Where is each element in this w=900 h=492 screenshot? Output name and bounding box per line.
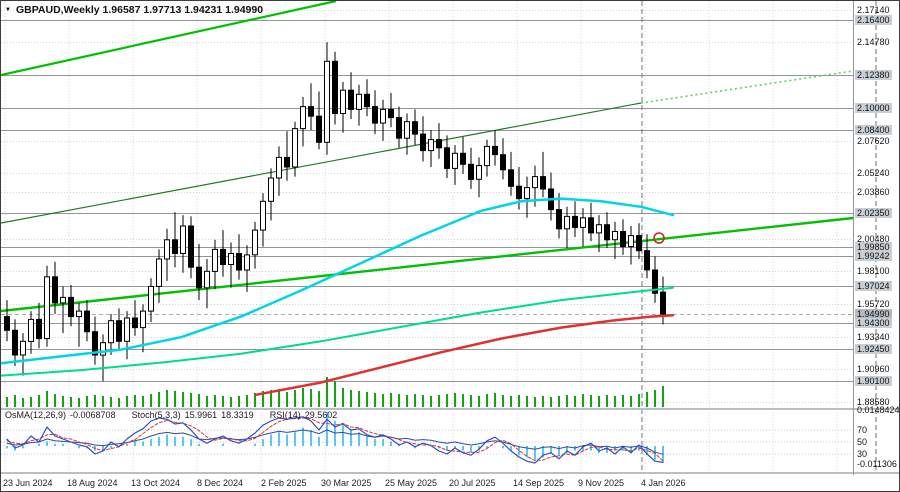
symbol-ohlc-readout: GBPAUD,Weekly 1.96587 1.97713 1.94231 1.… xyxy=(15,4,264,16)
chart-marker-icon: ▼ xyxy=(5,7,11,13)
time-axis-label: 25 May 2025 xyxy=(385,478,438,488)
volume-layer xyxy=(6,377,664,407)
stoch-signal-line xyxy=(6,417,664,462)
time-axis-label: 8 Dec 2024 xyxy=(197,478,244,488)
stoch-main-value: 15.9961 xyxy=(184,410,218,420)
stoch-signal-value: 18.3319 xyxy=(221,410,254,420)
price-axis-label: 2.03860 xyxy=(857,187,890,197)
time-axis[interactable]: 23 Jun 2024 18 Aug 2024 13 Oct 2024 8 Dec 2… xyxy=(1,478,853,491)
price-axis-label: 2.10000 xyxy=(855,103,892,113)
osma-value: -0.0068708 xyxy=(70,410,116,420)
price-axis-label: 2.07620 xyxy=(857,136,890,146)
price-axis-label: 1.99850 xyxy=(855,242,892,252)
time-axis-label: 13 Oct 2024 xyxy=(131,478,181,488)
indicator-scale-min-label: -0.011306 xyxy=(857,459,897,469)
panel-separator xyxy=(1,408,899,410)
current-price-label: 1.94990 xyxy=(855,309,892,319)
rsi-line xyxy=(6,429,664,455)
axis-separator xyxy=(1,472,899,474)
price-axis-label: 2.05240 xyxy=(857,168,890,178)
price-axis[interactable]: 0.0148424 70 50 30 -0.011306 2.17140 2.16… xyxy=(855,1,900,491)
ma-green xyxy=(1,286,674,377)
indicator-level-50-label: 50 xyxy=(857,437,868,447)
time-axis-label: 18 Aug 2024 xyxy=(67,478,118,488)
time-axis-label: 9 Nov 2025 xyxy=(578,478,625,488)
time-axis-label: 20 Jul 2025 xyxy=(449,478,496,488)
chart-title: ▼ GBPAUD,Weekly 1.96587 1.97713 1.94231 … xyxy=(5,4,263,16)
price-axis-label: 2.14780 xyxy=(857,37,890,47)
time-axis-label: 30 Mar 2025 xyxy=(321,478,372,488)
ma-cyan xyxy=(1,197,675,365)
stoch-label: Stoch(5,3,3) xyxy=(131,410,181,420)
price-axis-label: 1.97024 xyxy=(855,281,892,291)
price-axis-label: 2.02350 xyxy=(855,208,892,218)
indicator-level-70-label: 70 xyxy=(857,425,868,435)
indicator-labels: OsMA(12,26,9) -0.0068708 Stoch(5,3,3) 15… xyxy=(5,410,337,420)
rsi-label: RSI(14) xyxy=(269,410,301,420)
price-axis-label: 2.17140 xyxy=(857,5,890,15)
price-axis-label: 1.99242 xyxy=(855,251,892,261)
price-axis-label: 1.90960 xyxy=(857,364,890,374)
time-axis-label: 2 Feb 2025 xyxy=(261,478,307,488)
ma-red xyxy=(254,313,675,397)
rsi-value: 29.5602 xyxy=(304,410,338,420)
time-axis-label: 4 Jan 2026 xyxy=(641,478,686,488)
time-axis-label: 14 Sep 2025 xyxy=(513,478,565,488)
price-axis-label: 1.98100 xyxy=(857,266,890,276)
indicator-level-30-label: 30 xyxy=(857,449,868,459)
price-axis-label: 1.92450 xyxy=(855,344,892,354)
price-axis-label: 1.88580 xyxy=(857,397,890,407)
price-axis-label: 1.90100 xyxy=(855,376,892,386)
price-axis-label: 2.00480 xyxy=(857,234,890,244)
price-axis-label: 2.12380 xyxy=(855,70,892,80)
signal-marker-icon xyxy=(653,232,665,244)
candles-layer xyxy=(4,42,666,382)
stoch-main-line xyxy=(6,416,664,464)
price-axis-label: 1.93340 xyxy=(857,332,890,342)
indicator-scale-max-label: 0.0148424 xyxy=(857,405,900,415)
price-axis-label: 2.16400 xyxy=(855,15,892,25)
price-axis-label: 1.95720 xyxy=(857,299,890,309)
trendlines-layer xyxy=(1,1,854,313)
time-axis-label: 23 Jun 2024 xyxy=(3,478,53,488)
price-axis-label: 2.08400 xyxy=(855,125,892,135)
price-axis-label: 1.94300 xyxy=(855,318,892,328)
osma-label: OsMA(12,26,9) xyxy=(5,410,67,420)
